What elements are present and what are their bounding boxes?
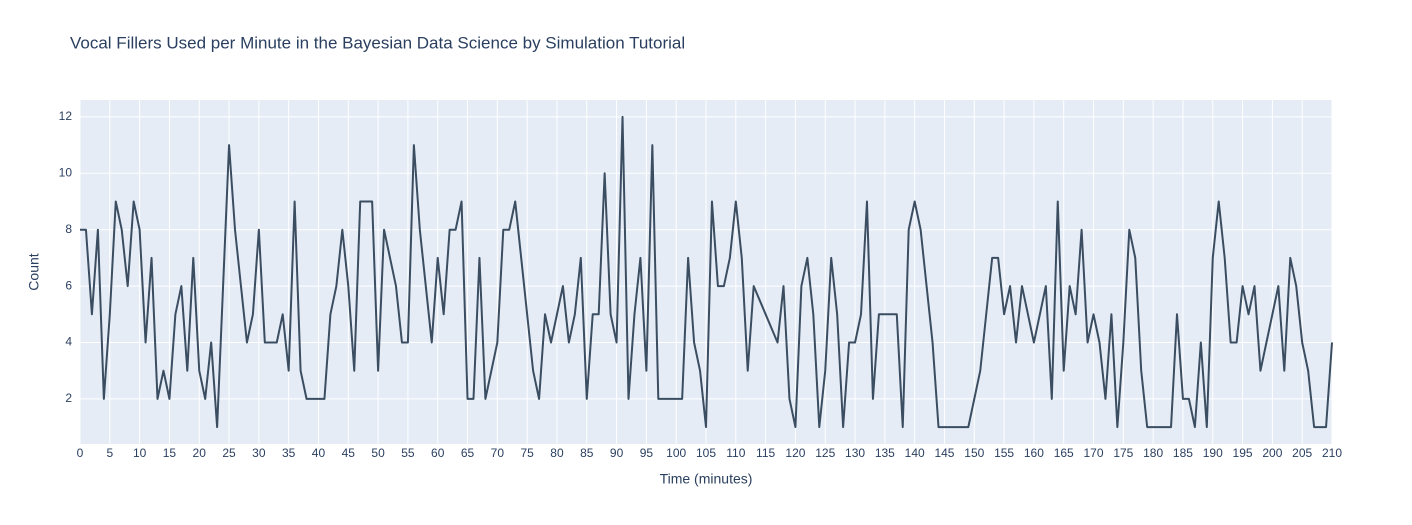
x-tick-label: 185 (1173, 446, 1193, 460)
y-tick-label: 10 (59, 165, 73, 179)
x-axis-title: Time (minutes) (660, 471, 753, 487)
x-tick-label: 155 (994, 446, 1014, 460)
x-tick-label: 140 (905, 446, 925, 460)
x-tick-label: 210 (1322, 446, 1342, 460)
x-tick-label: 150 (964, 446, 984, 460)
x-tick-label: 0 (77, 446, 84, 460)
x-tick-label: 165 (1054, 446, 1074, 460)
x-tick-label: 35 (282, 446, 296, 460)
x-tick-label: 195 (1233, 446, 1253, 460)
x-tick-label: 115 (756, 446, 775, 460)
y-tick-label: 12 (59, 109, 73, 123)
x-tick-label: 60 (431, 446, 445, 460)
x-tick-label: 50 (371, 446, 385, 460)
x-tick-label: 200 (1262, 446, 1282, 460)
x-tick-label: 15 (163, 446, 177, 460)
x-tick-label: 120 (785, 446, 805, 460)
x-tick-label: 105 (696, 446, 716, 460)
x-tick-label: 55 (401, 446, 415, 460)
y-tick-label: 2 (65, 391, 72, 405)
y-tick-label: 4 (65, 335, 72, 349)
x-tick-label: 90 (610, 446, 624, 460)
x-tick-label: 65 (461, 446, 475, 460)
x-tick-label: 110 (726, 446, 745, 460)
x-tick-label: 80 (550, 446, 564, 460)
x-tick-label: 125 (815, 446, 835, 460)
x-tick-label: 10 (133, 446, 147, 460)
x-tick-label: 25 (222, 446, 236, 460)
x-tick-label: 70 (491, 446, 505, 460)
x-tick-label: 75 (520, 446, 534, 460)
x-tick-label: 160 (1024, 446, 1044, 460)
x-tick-label: 5 (106, 446, 113, 460)
x-tick-label: 180 (1143, 446, 1163, 460)
x-tick-label: 145 (934, 446, 954, 460)
x-tick-label: 205 (1292, 446, 1312, 460)
x-tick-label: 170 (1084, 446, 1104, 460)
y-axis-title: Count (26, 253, 42, 290)
x-tick-label: 100 (666, 446, 686, 460)
x-tick-label: 40 (312, 446, 326, 460)
x-tick-label: 175 (1113, 446, 1133, 460)
x-tick-label: 85 (580, 446, 594, 460)
data-line (80, 115, 1333, 429)
x-tick-label: 30 (252, 446, 266, 460)
x-tick-label: 190 (1203, 446, 1223, 460)
y-tick-label: 8 (65, 222, 72, 236)
x-tick-label: 95 (640, 446, 654, 460)
chart-title: Vocal Fillers Used per Minute in the Bay… (70, 33, 685, 52)
x-tick-label: 20 (193, 446, 207, 460)
x-tick-label: 130 (845, 446, 865, 460)
y-tick-label: 6 (65, 278, 72, 292)
x-tick-label: 135 (875, 446, 895, 460)
x-tick-label: 45 (342, 446, 356, 460)
